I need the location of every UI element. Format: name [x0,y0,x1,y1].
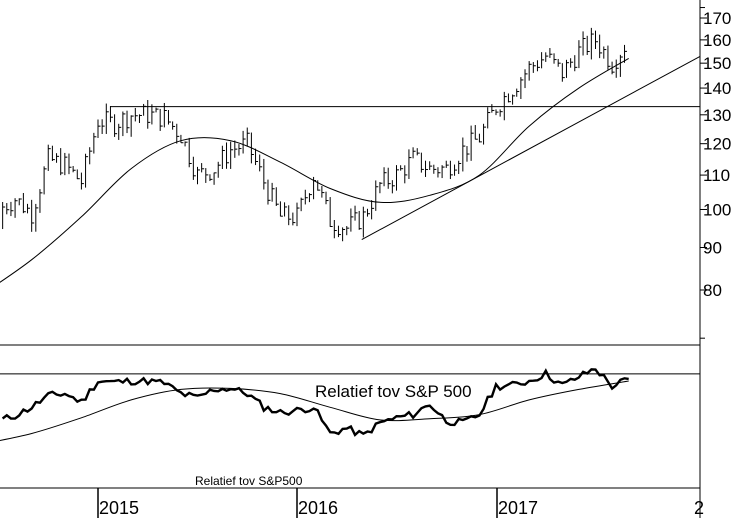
price-y-tick-label-120: 120 [703,135,731,154]
price-y-tick-label-80: 80 [703,281,722,300]
price-y-tick-label-90: 90 [703,238,722,257]
x-tick-label-2017: 2017 [498,498,538,518]
price-y-tick-label-140: 140 [703,79,731,98]
price-y-tick-label-150: 150 [703,54,731,73]
relative-footer-label: Relatief tov S&P500 [195,474,303,488]
x-tick-label-2015: 2015 [99,498,139,518]
price-y-tick-label-130: 130 [703,106,731,125]
x-axis: 2015 2016 2017 2 [97,488,704,518]
x-tick-label-next: 2 [694,498,704,518]
x-tick-label-2016: 2016 [298,498,338,518]
price-y-tick-label-170: 170 [703,9,731,28]
relative-moving-average-line [0,380,629,441]
price-y-tick-label-110: 110 [703,166,730,185]
relative-panel: Relatief tov S&P 500 Relatief tov S&P500 [0,344,701,518]
relative-strength-line [1,368,629,437]
relative-annotation: Relatief tov S&P 500 [315,382,472,401]
price-moving-average-line [0,57,629,283]
price-y-tick-label-160: 160 [703,31,731,50]
price-ohlc-bars [2,27,628,242]
price-y-axis-ticks: 170 160 150 140 130 120 110 100 90 80 [700,7,731,339]
price-panel: 170 160 150 140 130 120 110 100 90 80 [0,0,731,346]
support-trendline [361,55,701,241]
price-y-tick-label-100: 100 [703,200,731,219]
